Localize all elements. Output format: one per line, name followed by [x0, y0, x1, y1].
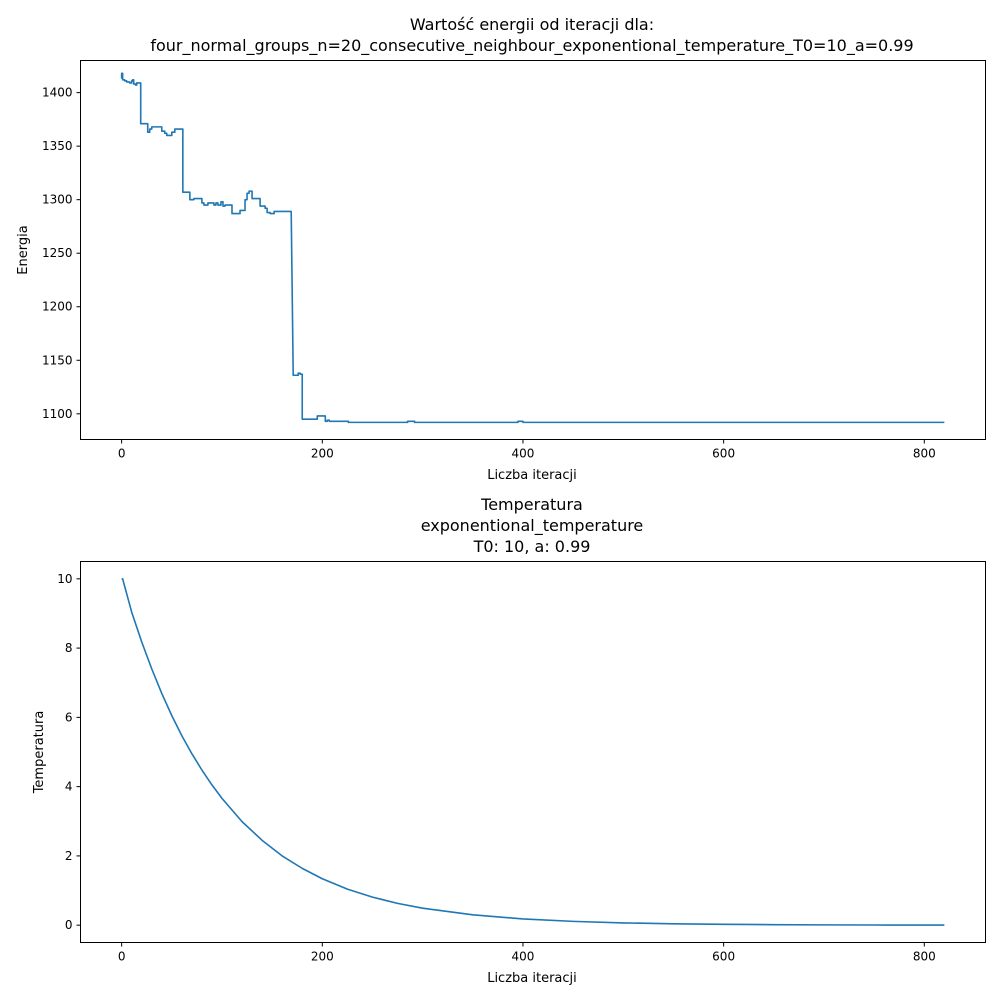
energy-chart-series-line	[120, 72, 945, 424]
temperature-chart-y-tick-label: 2	[65, 849, 73, 863]
energy-chart-x-tick-label: 200	[311, 447, 334, 461]
energy-chart-x-tick-label: 0	[118, 447, 126, 461]
energy-chart-x-tick-label: 800	[913, 447, 936, 461]
energy-chart-x-ticks: 0 200 400 600 800	[118, 439, 936, 461]
temperature-chart-y-tick-label: 10	[57, 572, 72, 586]
temperature-chart-series-line	[121, 578, 945, 926]
temperature-chart-x-tick-label: 600	[712, 950, 735, 964]
temperature-chart-y-tick-label: 6	[65, 710, 73, 724]
energy-chart-y-tick-label: 1200	[42, 300, 73, 314]
temperature-chart-x-tick-label: 800	[913, 950, 936, 964]
energy-chart-title-line-2: four_normal_groups_n=20_consecutive_neig…	[150, 36, 913, 56]
temperature-chart-series	[121, 578, 945, 926]
temperature-chart-y-tick-label: 0	[65, 918, 73, 932]
temperature-chart-y-ticks: 0 2 4 6 8 10	[57, 572, 81, 932]
temperature-chart-x-tick-label: 0	[118, 950, 126, 964]
temperature-chart-x-tick-label: 400	[512, 950, 535, 964]
energy-chart-y-tick-label: 1350	[42, 139, 73, 153]
energy-chart-title-line-1: Wartość energii od iteracji dla:	[410, 15, 654, 34]
temperature-chart-x-axis-label: Liczba iteracji	[487, 971, 577, 986]
energy-chart-series	[120, 72, 945, 424]
energy-chart: Wartość energii od iteracji dla: four_no…	[16, 15, 986, 483]
temperature-chart-title-line-2: exponentional_temperature	[421, 516, 644, 536]
temperature-chart-y-axis-label: Temperatura	[32, 711, 47, 795]
energy-chart-y-axis-label: Energia	[16, 225, 31, 274]
temperature-chart-title-line-3: T0: 10, a: 0.99	[473, 537, 591, 556]
energy-chart-x-tick-label: 400	[512, 447, 535, 461]
energy-chart-y-ticks: 1100 1150 1200 1250 1300 1350 1400	[42, 86, 81, 421]
temperature-chart-y-tick-label: 8	[65, 641, 73, 655]
energy-chart-y-tick-label: 1300	[42, 193, 73, 207]
energy-chart-plot-area	[80, 60, 986, 440]
energy-chart-y-tick-label: 1150	[42, 353, 73, 367]
energy-chart-y-tick-label: 1100	[42, 407, 73, 421]
temperature-chart-x-ticks: 0 200 400 600 800	[118, 942, 936, 964]
temperature-chart-title-line-1: Temperatura	[480, 495, 583, 514]
energy-chart-y-tick-label: 1250	[42, 246, 73, 260]
energy-chart-x-axis-label: Liczba iteracji	[487, 468, 577, 483]
temperature-chart-plot-area	[80, 561, 986, 943]
temperature-chart-y-tick-label: 4	[65, 780, 73, 794]
temperature-chart: Temperatura exponentional_temperature T0…	[32, 495, 986, 986]
energy-chart-x-tick-label: 600	[712, 447, 735, 461]
temperature-chart-x-tick-label: 200	[311, 950, 334, 964]
energy-chart-y-tick-label: 1400	[42, 86, 73, 100]
